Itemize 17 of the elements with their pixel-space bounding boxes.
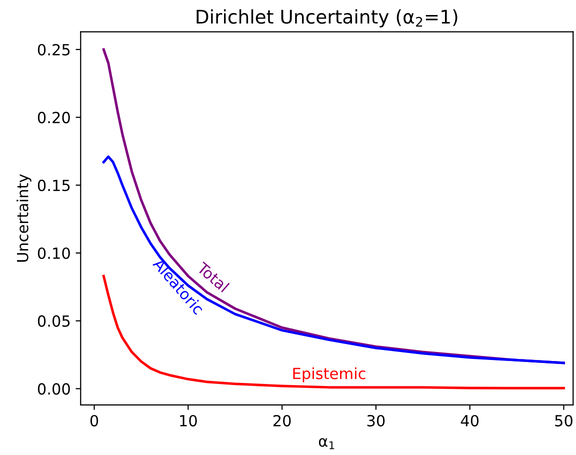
x-tick-label: 10 — [180, 414, 197, 426]
x-axis-title: α$_{1}$ — [318, 438, 334, 450]
line-series — [102, 155, 565, 364]
x-tick-label: 50 — [555, 414, 572, 426]
chart-title: Dirichlet Uncertainty (α$_{2}$=1) — [196, 9, 458, 28]
y-tick-label: 0.10 — [38, 247, 70, 260]
y-axis-title: Uncertainty — [16, 174, 32, 262]
x-tick-label: 30 — [367, 414, 385, 426]
y-tick-label: 0.15 — [38, 180, 70, 192]
x-tick-label: 40 — [460, 414, 479, 426]
y-tick-label: 0.05 — [38, 315, 70, 327]
series-label: Epistemic — [293, 367, 366, 382]
x-tick-label: 0 — [90, 414, 98, 426]
y-tick-label: 0.25 — [38, 44, 70, 56]
y-tick-label: 0.00 — [38, 383, 70, 395]
y-tick-label: 0.20 — [38, 112, 70, 124]
x-tick-label: 20 — [273, 414, 291, 426]
